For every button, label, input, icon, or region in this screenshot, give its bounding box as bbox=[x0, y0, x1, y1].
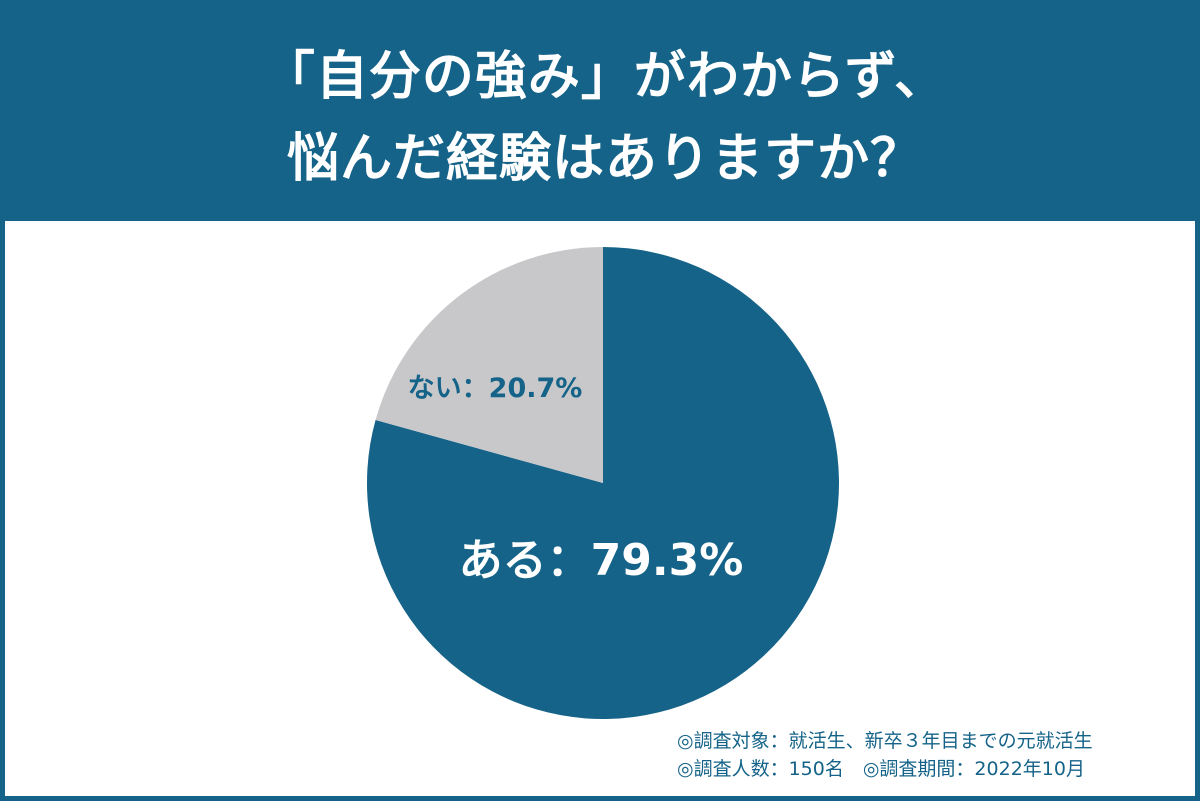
survey-target-note: ◎調査対象：就活生、新卒３年目までの元就活生 bbox=[677, 730, 1093, 752]
pie-label-yes: ある：79.3% bbox=[459, 535, 744, 586]
title-line-1: 「自分の強み」がわからず、 bbox=[262, 47, 948, 107]
survey-size-period-note: ◎調査人数：150名 ◎調査期間：2022年10月 bbox=[677, 758, 1085, 780]
survey-notes: ◎調査対象：就活生、新卒３年目までの元就活生 ◎調査人数：150名 ◎調査期間：… bbox=[677, 727, 1197, 783]
pie-slice-no bbox=[375, 247, 603, 483]
pie-chart: ある：79.3% ない：20.7% bbox=[367, 247, 839, 719]
pie-label-no: ない：20.7% bbox=[408, 373, 583, 404]
title-banner: 「自分の強み」がわからず、 悩んだ経験はありますか？ bbox=[5, 5, 1200, 221]
title-line-2: 悩んだ経験はありますか？ bbox=[286, 129, 923, 189]
